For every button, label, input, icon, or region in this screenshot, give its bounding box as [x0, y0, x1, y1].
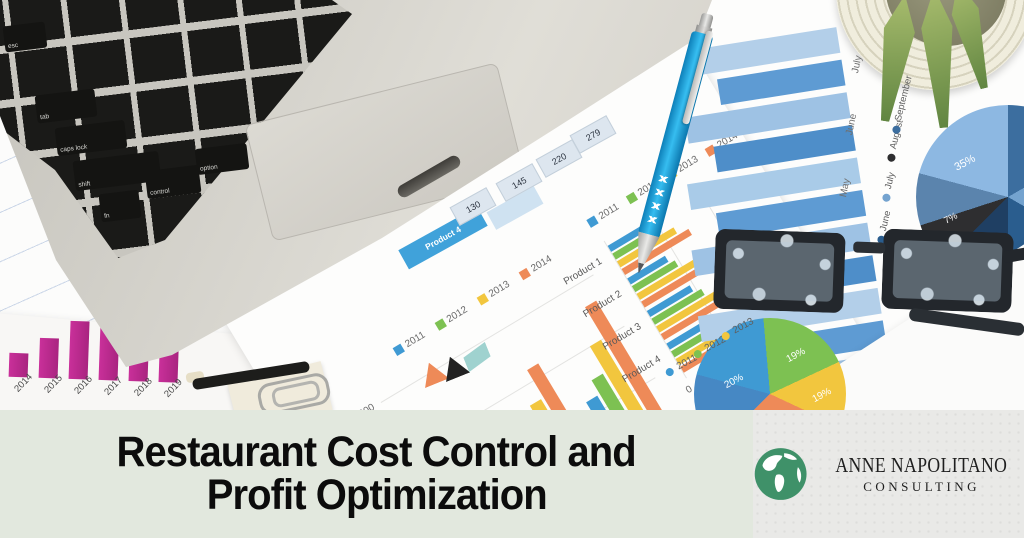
legend-swatch	[476, 293, 489, 306]
axis-tick: 300	[340, 402, 377, 410]
page-title-line-2: Profit Optimization	[206, 471, 547, 519]
logo-name: ANNE NAPOLITANO	[835, 453, 1008, 477]
legend-swatch	[434, 318, 447, 331]
title-banner: Restaurant Cost Control and Profit Optim…	[0, 410, 1024, 538]
laptop-key-esc: esc	[2, 21, 48, 53]
pie-label: 7%	[942, 210, 960, 227]
legend-item: 2012	[434, 304, 470, 332]
lens-glass	[724, 240, 835, 302]
glasses-bridge	[853, 241, 886, 254]
legend-dot	[886, 152, 896, 163]
axis-tick: 0	[684, 383, 695, 397]
legend-label: 2011	[596, 201, 622, 223]
legend-swatch	[625, 192, 638, 205]
glasses-right-lens	[881, 228, 1014, 314]
eyeglasses	[712, 221, 1024, 348]
glasses-folded-arm	[908, 307, 1024, 337]
lens-glass	[892, 239, 1003, 302]
key-label: caps lock	[59, 143, 88, 154]
pie-label: 20%	[722, 371, 746, 392]
key-label: control	[149, 187, 171, 197]
glasses-left-lens	[713, 228, 846, 314]
banner-logo-section: ANNE NAPOLITANO CONSULTING	[753, 410, 1024, 538]
legend-swatch	[518, 267, 531, 281]
key-label: fn	[103, 212, 110, 220]
laptop-key-option: option	[194, 142, 250, 176]
legend-item: 2011	[586, 202, 621, 229]
legend-item: 2011	[392, 330, 427, 357]
cell-value: 279	[584, 126, 602, 143]
laptop-key-fn: fn	[98, 189, 142, 223]
legend-item: 2013	[476, 279, 512, 307]
key-label: shift	[78, 180, 91, 189]
legend-dot	[881, 192, 891, 203]
page-title-line-1: Restaurant Cost Control and	[116, 428, 637, 476]
logo-subtitle: CONSULTING	[863, 479, 981, 494]
legend-label: 2011	[403, 329, 428, 351]
pen-tip	[636, 262, 644, 273]
desk-photo: 2014 2015 2016 2017 2018 2019 2011 2012 …	[0, 0, 1024, 410]
key-label: tab	[39, 113, 50, 122]
legend-swatch	[586, 215, 599, 228]
pie-label: 19%	[810, 385, 834, 406]
cell-value: 145	[510, 174, 528, 191]
pie-label: 19%	[784, 345, 808, 366]
logo-text: ANNE NAPOLITANO CONSULTING	[819, 453, 1024, 495]
key-label: esc	[7, 41, 19, 51]
legend-label: 2013	[487, 278, 512, 300]
bar	[68, 320, 90, 380]
legend-label: 2012	[444, 304, 470, 326]
legend-item: 2014	[518, 254, 554, 282]
key-label: option	[199, 163, 219, 173]
banner-title-section: Restaurant Cost Control and Profit Optim…	[0, 410, 753, 538]
pie-label: 35%	[952, 152, 978, 174]
globe-logo-icon	[754, 448, 807, 500]
cell-value: 220	[550, 150, 568, 167]
legend-dot	[891, 124, 901, 135]
legend-swatch	[392, 343, 405, 356]
legend-label: 2014	[529, 253, 554, 275]
cell-value: 130	[464, 198, 482, 215]
